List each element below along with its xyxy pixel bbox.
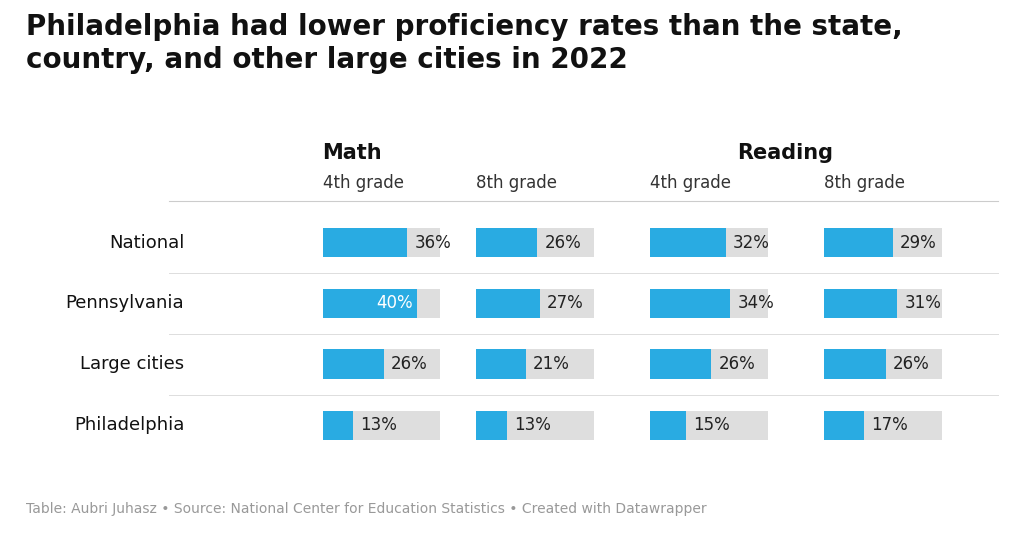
Text: 4th grade: 4th grade [650, 173, 731, 192]
Text: 34%: 34% [737, 294, 774, 313]
Text: 8th grade: 8th grade [476, 173, 557, 192]
Text: National: National [109, 234, 184, 252]
Text: Table: Aubri Juhasz • Source: National Center for Education Statistics • Created: Table: Aubri Juhasz • Source: National C… [26, 502, 707, 516]
Text: Reading: Reading [737, 143, 834, 163]
Text: 8th grade: 8th grade [824, 173, 905, 192]
Text: Large cities: Large cities [80, 355, 184, 373]
Text: Philadelphia: Philadelphia [74, 416, 184, 434]
Text: 26%: 26% [893, 355, 930, 373]
Text: 27%: 27% [547, 294, 584, 313]
Text: 13%: 13% [514, 416, 551, 434]
Text: 32%: 32% [733, 234, 770, 252]
Text: 29%: 29% [900, 234, 937, 252]
Text: 26%: 26% [545, 234, 582, 252]
Text: 36%: 36% [415, 234, 452, 252]
Text: 4th grade: 4th grade [323, 173, 403, 192]
Text: 26%: 26% [391, 355, 428, 373]
Text: 31%: 31% [904, 294, 941, 313]
Text: Pennsylvania: Pennsylvania [66, 294, 184, 313]
Text: 26%: 26% [719, 355, 756, 373]
Text: Math: Math [323, 143, 382, 163]
Text: 17%: 17% [871, 416, 908, 434]
Text: 15%: 15% [692, 416, 729, 434]
Text: 13%: 13% [360, 416, 397, 434]
Text: Philadelphia had lower proficiency rates than the state,
country, and other larg: Philadelphia had lower proficiency rates… [26, 13, 902, 74]
Text: 40%: 40% [376, 294, 413, 313]
Text: 21%: 21% [532, 355, 569, 373]
